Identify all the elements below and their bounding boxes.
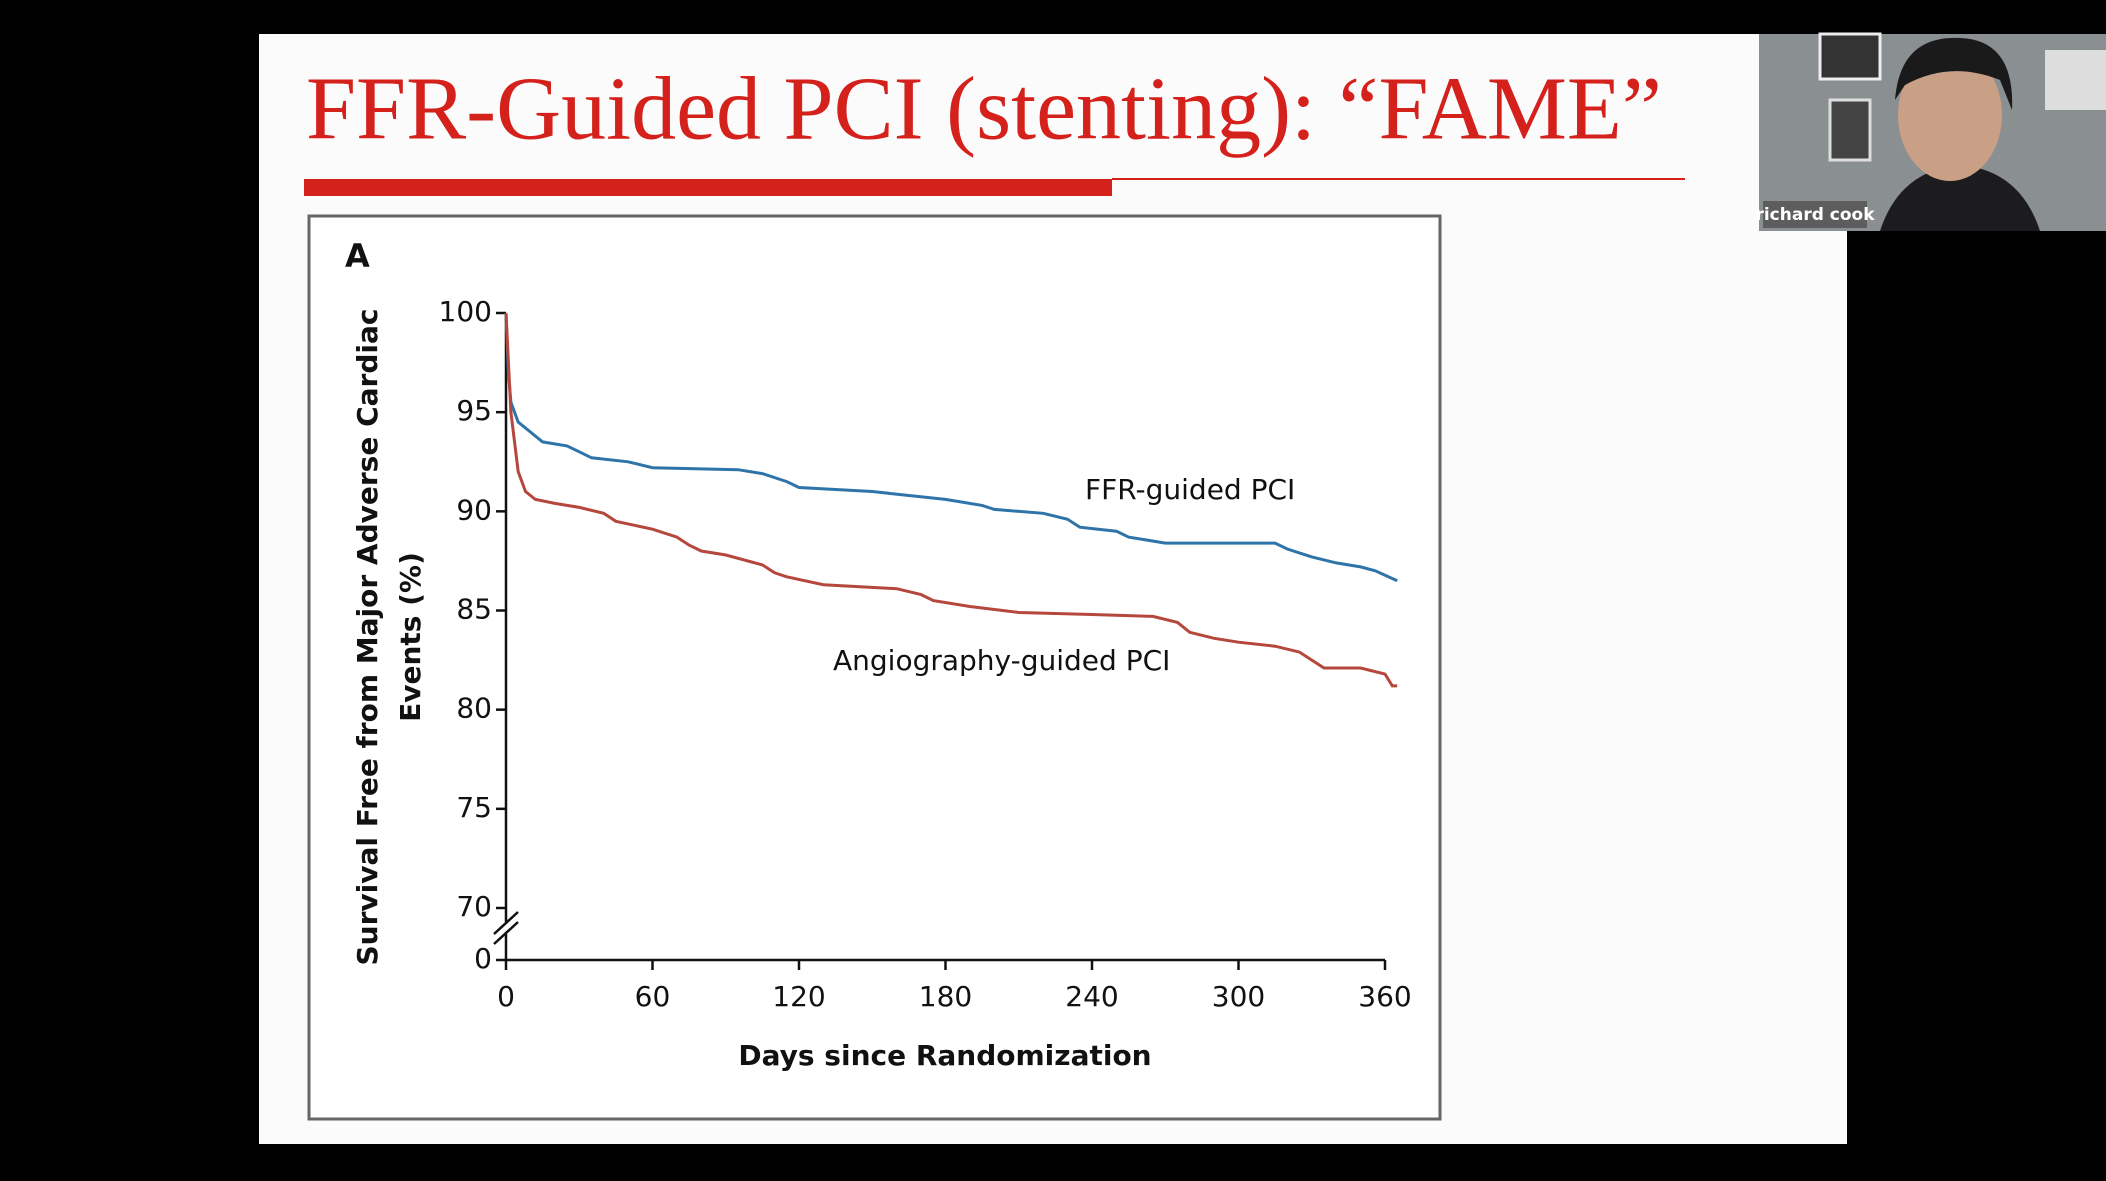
panel-label: A [345,237,370,275]
x-tick-label: 120 [772,980,825,1013]
y-tick-label: 95 [456,394,492,427]
wall-decor [2045,50,2106,110]
x-tick-label: 180 [919,980,972,1013]
frame-decor [1828,98,1872,162]
y-tick-label: 70 [456,890,492,923]
y-tick-label: 90 [456,493,492,526]
y-tick-label: 100 [439,295,492,328]
axis-break [493,921,519,945]
slide-title: FFR-Guided PCI (stenting): “FAME” [306,60,1662,159]
series-label: FFR-guided PCI [1085,473,1295,506]
chart: A 0 70 75 80 85 90 95 100 0 60 120 180 240 300 360 Days … [345,237,1412,1072]
x-tick-label: 60 [635,980,671,1013]
name-tag-bg [1763,201,1867,228]
y-axis-label: Survival Free from Major Adverse Cardiac [351,309,384,966]
y-tick-label: 0 [474,942,492,975]
participant-name: richard cook [1755,205,1875,225]
chart-frame [307,214,1442,1121]
survival-curve [504,312,1398,583]
x-tick-label: 0 [497,980,515,1013]
axis-break [493,911,519,935]
x-tick-label: 360 [1358,980,1411,1013]
y-tick-label: 75 [456,791,492,824]
title-bar [304,179,1112,196]
person-face [1898,49,2002,181]
y-tick-label: 85 [456,593,492,626]
webcam: richard cook [1755,32,2106,231]
x-tick-label: 240 [1065,980,1118,1013]
series-label: Angiography-guided PCI [833,644,1170,677]
y-axis-label: Events (%) [394,552,427,722]
person-hair [1895,37,2013,110]
y-tick-label: 80 [456,692,492,725]
survival-curve [504,312,1398,688]
frame-decor [1818,32,1882,81]
person-body [1880,165,2040,231]
x-axis-label: Days since Randomization [738,1039,1151,1072]
x-tick-label: 300 [1212,980,1265,1013]
